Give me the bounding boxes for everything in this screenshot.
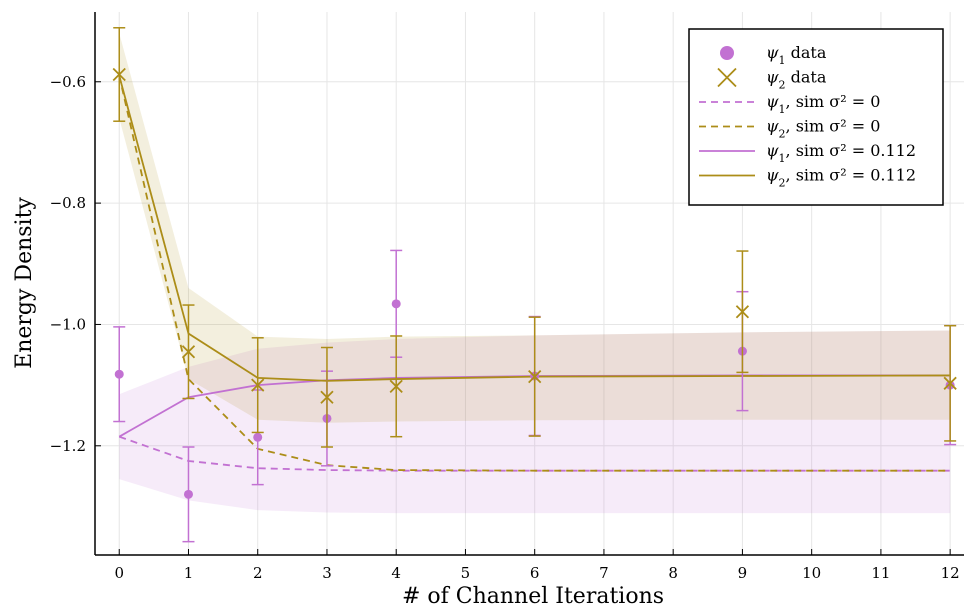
- x-tick-label: 2: [253, 564, 263, 582]
- marker-cross: [389, 379, 403, 393]
- marker-cross: [181, 345, 196, 359]
- legend-item-psi1_data: ψ1 data: [720, 43, 827, 67]
- legend-item-psi2_sim: ψ2, sim σ² = 0.112: [699, 166, 916, 190]
- x-tick-label: 5: [461, 564, 471, 582]
- psi2_data-point: [181, 304, 196, 400]
- psi2_sim0-line: [118, 75, 951, 472]
- x-tick-label: 8: [668, 564, 678, 582]
- marker-circle: [114, 369, 124, 379]
- psi2_data-point: [389, 335, 403, 438]
- psi2_data-point: [112, 27, 126, 122]
- marker-circle: [391, 299, 401, 309]
- legend-item-psi2_sim0: ψ2, sim σ² = 0: [699, 117, 880, 141]
- legend-label: ψ2 data: [766, 68, 827, 92]
- x-tick-label: 11: [871, 564, 890, 582]
- legend-item-psi1_sim: ψ1, sim σ² = 0.112: [699, 141, 916, 165]
- y-axis-title: Energy Density: [12, 197, 37, 369]
- legend-label: ψ1 data: [766, 43, 827, 67]
- psi2_data-point: [251, 337, 265, 434]
- y-tick-label: −1.2: [50, 437, 86, 455]
- x-tick-label: 0: [114, 564, 124, 582]
- marker-cross: [943, 376, 957, 390]
- psi2_sim-line: [118, 75, 951, 382]
- marker-cross: [735, 305, 750, 319]
- psi2_data-point: [320, 346, 334, 448]
- legend-label: ψ2, sim σ² = 0: [766, 117, 880, 141]
- y-tick-label: −0.6: [50, 73, 86, 91]
- x-tick-label: 7: [599, 564, 609, 582]
- psi2_data-point: [943, 324, 957, 442]
- psi1_sim0-line: [118, 435, 951, 472]
- x-axis-title: # of Channel Iterations: [402, 584, 664, 608]
- psi2_data-point: [735, 250, 750, 374]
- marker-circle: [183, 489, 193, 499]
- legend-label: ψ1, sim σ² = 0: [766, 92, 880, 116]
- legend-label: ψ2, sim σ² = 0.112: [766, 166, 916, 190]
- y-tick-label: −0.8: [50, 194, 86, 212]
- legend-item-psi2_data: ψ2 data: [717, 67, 827, 92]
- psi2_data-point: [528, 316, 542, 437]
- marker-cross: [251, 378, 265, 392]
- marker-cross: [112, 67, 126, 82]
- legend-label: ψ1, sim σ² = 0.112: [766, 141, 916, 165]
- data-points: [112, 27, 957, 543]
- x-tick-label: 1: [184, 564, 194, 582]
- marker-circle: [253, 432, 263, 442]
- x-tick-label: 10: [802, 564, 821, 582]
- legend-marker-cross: [717, 67, 737, 88]
- marker-cross: [528, 369, 542, 384]
- psi1_data-point: [113, 326, 126, 423]
- simulation-lines: [118, 75, 951, 472]
- x-tick-label: 6: [530, 564, 540, 582]
- axes: 0 1 2 3 4 5 6 7 8 9 10 11 12−1.2−1.0−0.8−0.6: [50, 12, 964, 582]
- x-tick-label: 3: [322, 564, 332, 582]
- x-tick-label: 4: [391, 564, 401, 582]
- x-tick-label: 9: [738, 564, 748, 582]
- x-tick-label: 12: [941, 564, 960, 582]
- legend-marker-circle: [720, 46, 734, 60]
- legend-item-psi1_sim0: ψ1, sim σ² = 0: [699, 92, 880, 116]
- marker-cross: [320, 390, 334, 404]
- psi1_data-point: [182, 446, 195, 543]
- y-tick-label: −1.0: [50, 315, 86, 333]
